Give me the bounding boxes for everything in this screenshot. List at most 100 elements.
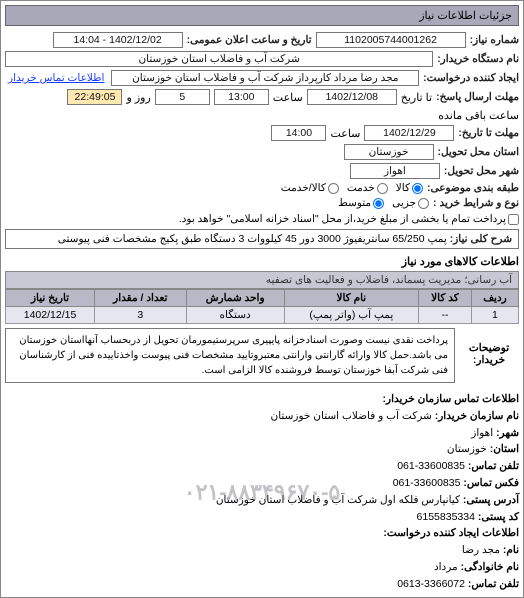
c-name-label: نام: [503,544,519,556]
req-no-label: شماره نیاز: [470,34,519,46]
panel-title: جزئیات اطلاعات نیاز [419,10,512,22]
goods-section-title: اطلاعات کالاهای مورد نیاز [5,255,519,268]
org-field: شرکت آب و فاضلاب استان خوزستان [5,51,433,67]
c-family: مرداد [434,561,458,573]
radio-small-label: جزیی [392,197,416,209]
radio-both[interactable]: کالا/خدمت [281,182,339,194]
contact-block: ۰۲۱-۸۸۳۴۹۶۷۰-۵ اطلاعات تماس سازمان خریدا… [5,391,519,593]
c-cphone-label: تلفن تماس: [468,578,519,590]
row-payment: نوع و شرایط خرید : جزیی متوسط پرداخت تما… [5,197,519,225]
deadline-time-field: 13:00 [214,89,269,105]
radio-small[interactable]: جزیی [392,197,429,209]
th-row: ردیف [471,290,518,307]
radio-service[interactable]: خدمت [347,182,388,194]
need-title-text: پمپ 65/250 سانتریفیوژ 3000 دور 45 کیلووا… [58,233,447,245]
check-label: پرداخت تمام یا بخشی از مبلغ خرید،از محل … [179,213,506,225]
th-name: نام کالا [284,290,418,307]
row-province: استان محل تحویل: خوزستان [5,144,519,160]
c-family-label: نام خانوادگی: [461,561,519,573]
items-table: ردیف کد کالا نام کالا واحد شمارش تعداد /… [5,289,519,324]
creator-section-title: اطلاعات ایجاد کننده درخواست: [5,525,519,542]
category-radio-group: کالا خدمت کالا/خدمت [281,182,423,194]
c-phone-label: تلفن تماس: [468,460,519,472]
need-title-bar: شرح کلی نیاز: پمپ 65/250 سانتریفیوژ 3000… [5,229,519,249]
province-label: استان محل تحویل: [438,146,519,158]
category-band: آب رسانی؛ مدیریت پسماند، فاضلاب و فعالیت… [5,271,519,289]
cat-label: طبقه بندی موضوعی: [427,182,519,194]
row-org: نام دستگاه خریدار: شرکت آب و فاضلاب استا… [5,51,519,67]
c-name: مجد رضا [462,544,500,556]
validity-label: مهلت تا تاریخ: [458,127,519,139]
th-unit: واحد شمارش [186,290,284,307]
buyer-notes-label: توضیحات خریدار: [459,324,519,383]
validity-date-field: 1402/12/29 [364,125,454,141]
td-code: -- [418,307,471,324]
td-name: پمپ آب (واتر پمپ) [284,307,418,324]
remain-label: ساعت باقی مانده [438,109,519,122]
contact-section-title: اطلاعات تماس سازمان خریدار: [5,391,519,408]
province-field: خوزستان [344,144,434,160]
c-cphone: 3366072-0613 [397,578,465,590]
row-city: شهر محل تحویل: اهواز [5,163,519,179]
table-header-row: ردیف کد کالا نام کالا واحد شمارش تعداد /… [6,290,519,307]
deadline-until: تا تاریخ [401,91,432,104]
row-category: طبقه بندی موضوعی: کالا خدمت کالا/خدمت [5,182,519,194]
org-label: نام دستگاه خریدار: [437,53,519,65]
radio-goods-label: کالا [396,182,410,194]
th-date: تاریخ نیاز [6,290,95,307]
radio-goods[interactable]: کالا [396,182,423,194]
row-validity: مهلت تا تاریخ: 1402/12/29 ساعت 14:00 [5,125,519,141]
c-org-label: نام سازمان خریدار: [435,410,519,422]
radio-medium[interactable]: متوسط [338,197,384,209]
radio-medium-label: متوسط [338,197,371,209]
td-row: 1 [471,307,518,324]
row-deadline: مهلت ارسال پاسخ: تا تاریخ 1402/12/08 ساع… [5,89,519,122]
c-city-label: شهر: [496,427,519,439]
th-code: کد کالا [418,290,471,307]
pub-date-label: تاریخ و ساعت اعلان عمومی: [187,34,312,46]
c-org: شرکت آب و فاضلاب استان خوزستان [271,410,432,422]
c-post: 6155835334 [417,511,475,523]
c-fax: 33600835-061 [393,477,461,489]
buyer-notes-wrap: توضیحات خریدار: پرداخت نقدی نیست وصورت ا… [5,324,519,383]
deadline-time-label: ساعت [273,91,303,104]
td-date: 1402/12/15 [6,307,95,324]
c-addr: کیانپارس فلکه اول شرکت آب و فاضلاب استان… [216,494,460,506]
days-label: روز و [126,91,150,104]
c-phone: 33600835-061 [397,460,465,472]
days-field: 5 [155,89,210,105]
row-requester: ایجاد کننده درخواست: مجد رضا مرداد کارپر… [5,70,519,86]
pay-label: نوع و شرایط خرید : [433,197,519,209]
th-qty: تعداد / مقدار [95,290,187,307]
requester-label: ایجاد کننده درخواست: [423,72,519,84]
c-province: خوزستان [447,443,487,455]
validity-time-field: 14:00 [271,125,326,141]
radio-service-label: خدمت [347,182,375,194]
td-qty: 3 [95,307,187,324]
city-label: شهر محل تحویل: [444,165,519,177]
deadline-date-field: 1402/12/08 [307,89,397,105]
c-post-label: کد پستی: [478,511,519,523]
c-fax-label: فکس تماس: [463,477,519,489]
requester-field: مجد رضا مرداد کارپرداز شرکت آب و فاضلاب … [111,70,419,86]
req-no-field: 1102005744001262 [316,32,466,48]
radio-both-label: کالا/خدمت [281,182,326,194]
table-row: 1 -- پمپ آب (واتر پمپ) دستگاه 3 1402/12/… [6,307,519,324]
need-title-label: شرح کلی نیاز: [450,233,512,245]
deadline-label: مهلت ارسال پاسخ: [436,91,519,103]
pay-radio-group: جزیی متوسط [338,197,429,209]
validity-time-label: ساعت [330,127,360,140]
city-field: اهواز [350,163,440,179]
c-province-label: استان: [490,443,519,455]
buyer-notes-text: پرداخت نقدی نیست وصورت اسنادخزانه پایپیر… [5,328,455,383]
panel-header: جزئیات اطلاعات نیاز [5,5,519,26]
pub-date-field: 1402/12/02 - 14:04 [53,32,183,48]
remain-time-field: 22:49:05 [67,89,122,105]
c-addr-label: آدرس پستی: [463,494,519,506]
form-container: جزئیات اطلاعات نیاز شماره نیاز: 11020057… [0,0,524,598]
td-unit: دستگاه [186,307,284,324]
c-city: اهواز [471,427,493,439]
treasury-check[interactable]: پرداخت تمام یا بخشی از مبلغ خرید،از محل … [179,213,519,225]
row-request-number: شماره نیاز: 1102005744001262 تاریخ و ساع… [5,32,519,48]
contact-buyer-link[interactable]: اطلاعات تماس خریدار [5,72,107,84]
